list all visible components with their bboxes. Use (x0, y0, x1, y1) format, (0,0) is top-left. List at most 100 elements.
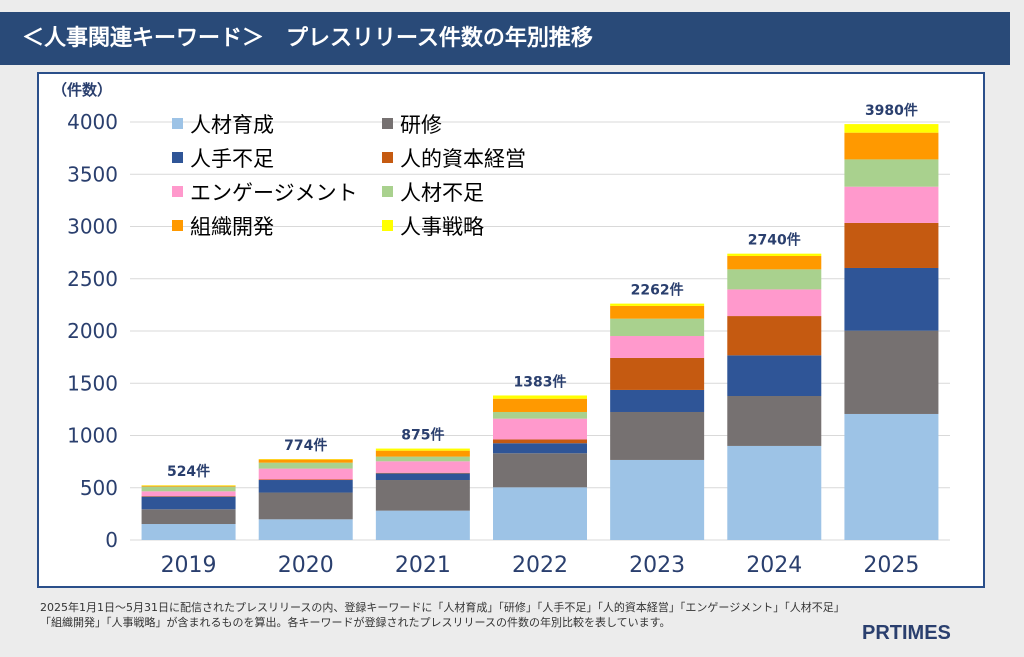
bar-segment (727, 255, 822, 270)
chart-header: ＜人事関連キーワード＞ プレスリリース件数の年別推移 (0, 12, 1010, 65)
x-tick-label: 2019 (161, 553, 217, 578)
bar-segment (844, 222, 939, 268)
x-tick-label: 2020 (278, 553, 334, 578)
bar-segment (844, 159, 939, 187)
total-data-label: 524件 (167, 463, 210, 480)
bar-segment (493, 395, 587, 399)
legend-swatch (172, 186, 183, 197)
bar-segment (493, 411, 587, 419)
bar-segment (493, 487, 587, 540)
bar-segment (258, 462, 353, 469)
bar-segment (610, 411, 705, 460)
bar-segment (610, 357, 705, 390)
total-data-label: 3980件 (865, 102, 918, 119)
bar-segment (493, 443, 587, 454)
legend-label: 研修 (400, 113, 442, 137)
y-axis-label: （件数） (52, 81, 112, 99)
bar-segment (610, 336, 705, 358)
bar-segment (375, 480, 470, 511)
legend-swatch (172, 220, 183, 231)
bar-segment (375, 510, 470, 540)
bar-segment (844, 132, 939, 160)
legend-label: 組織開発 (190, 215, 274, 239)
total-data-label: 1383件 (514, 373, 567, 390)
x-tick-label: 2023 (629, 553, 685, 578)
legend-swatch (382, 220, 393, 231)
total-data-label: 2740件 (748, 232, 801, 249)
bar-segment (493, 398, 587, 412)
y-tick-label: 1500 (67, 371, 118, 395)
y-tick-label: 2000 (67, 319, 118, 343)
legend-swatch (382, 186, 393, 197)
y-tick-label: 1000 (67, 424, 118, 448)
bar-segment (258, 492, 353, 520)
bar-segment (610, 459, 705, 540)
bar-segment (258, 468, 353, 480)
y-tick-label: 2500 (67, 267, 118, 291)
x-tick-label: 2025 (863, 553, 919, 578)
bar-segment (727, 355, 822, 396)
bar-segment (844, 186, 939, 223)
bar-segment (258, 479, 353, 481)
legend-swatch (382, 152, 393, 163)
bar-segment (610, 318, 705, 337)
bar-segment (727, 289, 822, 317)
legend-swatch (172, 118, 183, 129)
legend-label: エンゲージメント (190, 181, 358, 205)
legend-label: 人的資本経営 (400, 147, 526, 171)
y-tick-label: 3500 (67, 162, 118, 186)
x-tick-label: 2024 (746, 553, 802, 578)
total-data-label: 875件 (401, 427, 444, 444)
prtimes-logo: PRTIMES (862, 622, 951, 644)
bar-segment (727, 445, 822, 540)
footnote-line-1: 2025年1月1日～5月31日に配信されたプレスリリースの内、登録キーワードに「… (40, 601, 845, 614)
y-tick-label: 500 (80, 476, 118, 500)
bar-segment (493, 453, 587, 488)
legend-swatch (172, 152, 183, 163)
bar-segment (727, 269, 822, 290)
bar-segment (141, 524, 236, 540)
bar-segment (258, 459, 353, 463)
bar-segment (727, 316, 822, 356)
x-tick-label: 2022 (512, 553, 568, 578)
bar-segment (610, 305, 705, 319)
bar-segment (844, 124, 939, 133)
bar-segment (141, 485, 236, 487)
bar-segment (844, 413, 939, 540)
total-data-label: 774件 (284, 437, 327, 454)
bar-segment (258, 480, 353, 493)
bar-segment (258, 519, 353, 540)
bar-segment (375, 448, 470, 451)
bar-segment (375, 456, 470, 462)
bar-segment (610, 389, 705, 412)
bar-segment (844, 330, 939, 414)
footnote: 2025年1月1日～5月31日に配信されたプレスリリースの内、登録キーワードに「… (40, 600, 845, 630)
bar-segment (727, 395, 822, 446)
legend-label: 人手不足 (190, 147, 274, 171)
bar-segment (141, 496, 236, 497)
bar-segment (493, 418, 587, 440)
y-tick-label: 0 (105, 528, 118, 552)
total-data-label: 2262件 (631, 282, 684, 299)
legend-label: 人材育成 (190, 113, 274, 137)
bar-segment (375, 472, 470, 474)
legend-label: 人事戦略 (400, 215, 484, 239)
bar-segment (375, 473, 470, 481)
bar-segment (375, 461, 470, 473)
bar-segment (141, 509, 236, 525)
bar-segment (141, 496, 236, 510)
legend-swatch (382, 118, 393, 129)
bar-segment (141, 491, 236, 497)
bar-segment (727, 253, 822, 256)
bar-segment (493, 439, 587, 444)
bar-segment (844, 267, 939, 331)
y-tick-label: 3000 (67, 215, 118, 239)
x-tick-label: 2021 (395, 553, 451, 578)
footnote-line-2: 「組織開発」「人事戦略」が含まれるものを算出。各キーワードが登録されたプレスリリ… (40, 616, 671, 629)
bar-segment (141, 486, 236, 492)
bar-segment (375, 450, 470, 457)
bar-segment (610, 303, 705, 306)
y-tick-label: 4000 (67, 110, 118, 134)
legend-label: 人材不足 (400, 181, 484, 205)
